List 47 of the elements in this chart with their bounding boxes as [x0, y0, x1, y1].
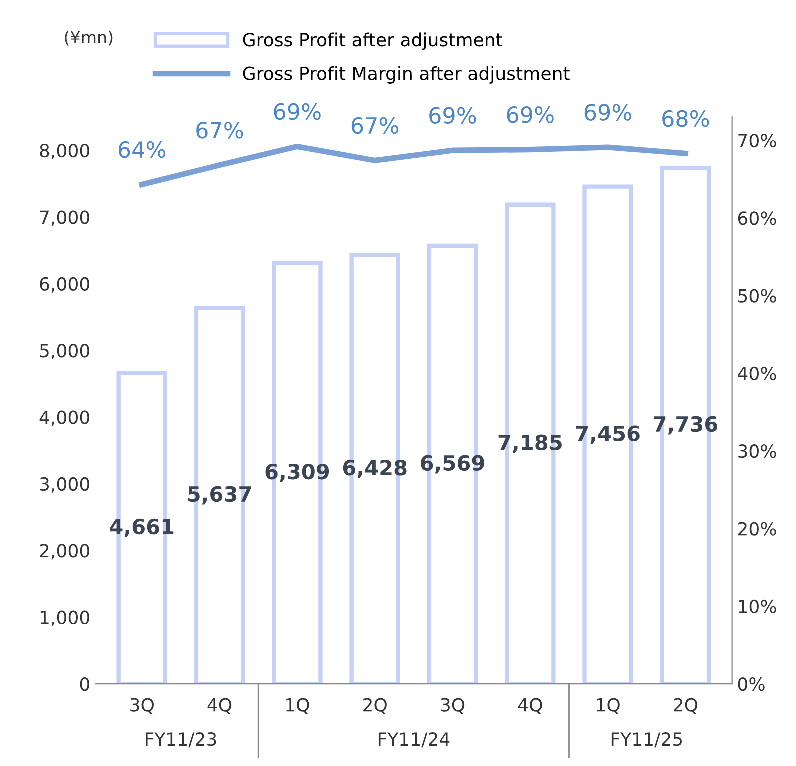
data-label: 69% — [274, 103, 321, 120]
legend-label: Gross Profit after adjustment — [243, 32, 502, 50]
y-tick-label: 4,000 — [40, 410, 90, 426]
x-tick-label: 4Q — [208, 698, 232, 714]
data-label: 5,637 — [188, 486, 252, 505]
x-tick-label: 1Q — [286, 698, 310, 714]
data-label: 67% — [352, 117, 399, 134]
x-tick-label: 3Q — [130, 698, 154, 714]
y2-tick-label: 20% — [738, 522, 776, 536]
y-tick-label: 6,000 — [40, 277, 90, 293]
data-label: 6,428 — [343, 460, 407, 478]
y-tick-label: 7,000 — [40, 210, 90, 226]
data-label: 64% — [118, 141, 166, 158]
y2-tick-label: 40% — [738, 366, 776, 381]
y2-tick-label: 70% — [738, 134, 776, 148]
x-tick-label: 2Q — [364, 698, 387, 714]
y-axis-title: (¥mn) — [65, 30, 113, 46]
text: FY11/23 — [146, 732, 216, 748]
x-tick-label: 4Q — [518, 698, 542, 714]
data-label: 67% — [196, 122, 244, 139]
data-label: 7,185 — [498, 434, 562, 454]
y-tick-label: 5,000 — [40, 344, 90, 360]
y2-tick-label: 0% — [738, 677, 765, 692]
y2-tick-label: 10% — [739, 600, 776, 614]
y2-tick-label: 30% — [738, 444, 776, 458]
data-label: 69% — [507, 106, 554, 124]
legend-label: Gross Profit Margin after adjustment — [243, 66, 570, 84]
data-label: 6,309 — [266, 464, 330, 482]
data-label: 68% — [662, 110, 710, 128]
y2-tick-label: 60% — [738, 212, 776, 226]
y-tick-label: 0 — [80, 677, 90, 692]
x-tick-label: 3Q — [441, 698, 465, 714]
data-label: 7,736 — [654, 416, 718, 435]
text: FY11/24 — [378, 732, 450, 748]
y2-tick-label: 50% — [738, 289, 776, 303]
text: FY11/25 — [612, 732, 682, 748]
data-label: 69% — [584, 104, 632, 121]
y-tick-label: 2,000 — [40, 544, 90, 560]
data-label: 7,456 — [576, 426, 640, 444]
y-tick-label: 8,000 — [40, 144, 90, 160]
data-label: 69% — [430, 107, 476, 124]
x-tick-label: 2Q — [674, 698, 698, 714]
y-tick-label: 1,000 — [40, 610, 90, 626]
x-tick-label: 1Q — [597, 698, 620, 714]
y-tick-label: 3,000 — [40, 477, 90, 493]
data-label: 4,661 — [110, 518, 174, 538]
data-label: 6,569 — [421, 455, 484, 474]
